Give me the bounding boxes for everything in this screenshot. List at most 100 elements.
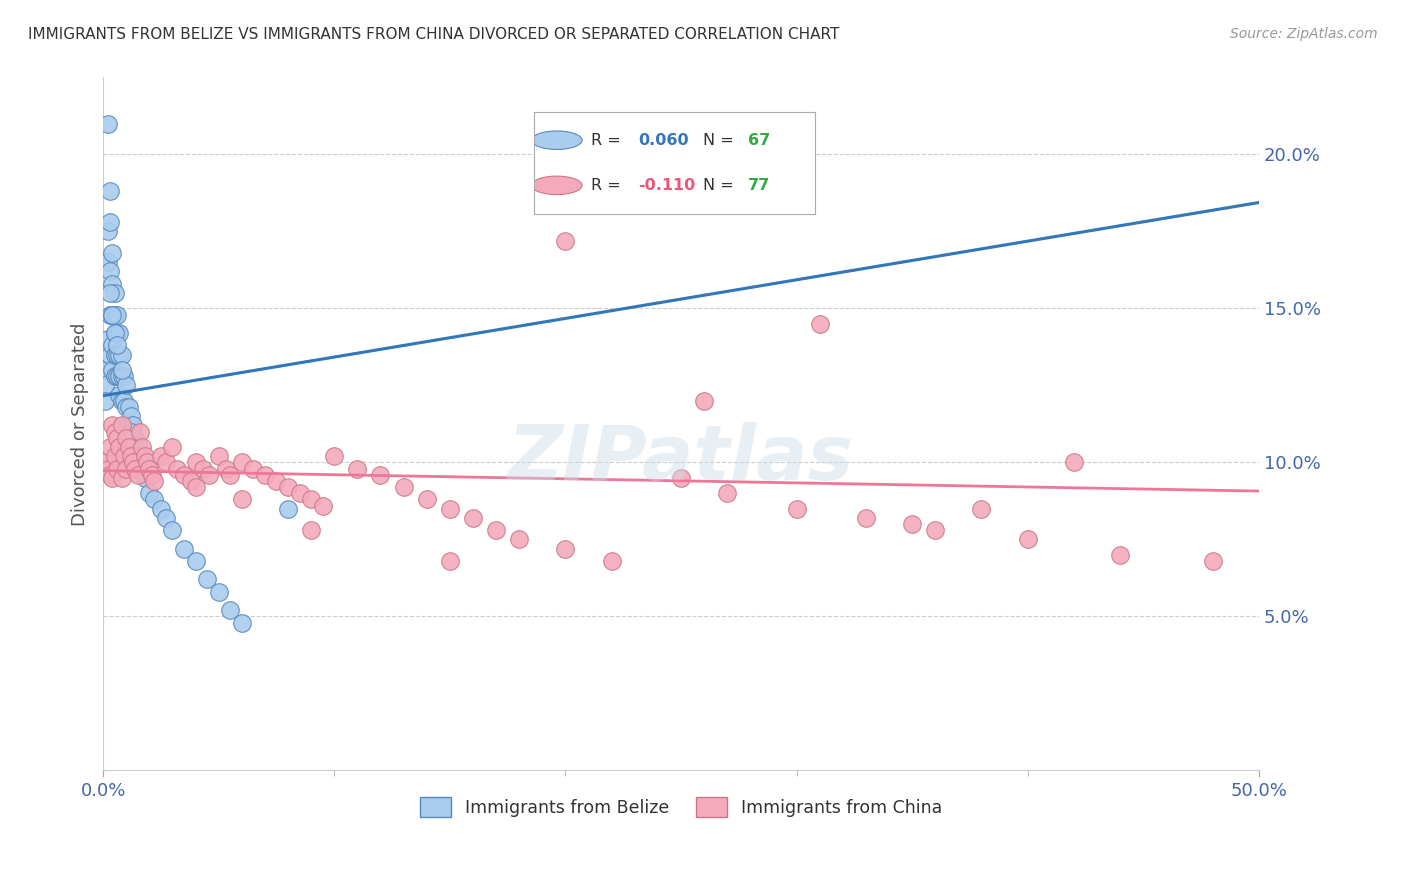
Point — [416, 492, 439, 507]
Point — [104, 348, 127, 362]
Point — [253, 467, 276, 482]
Point — [108, 369, 131, 384]
Point — [120, 449, 142, 463]
Point — [97, 117, 120, 131]
Point — [112, 393, 135, 408]
Point — [97, 461, 120, 475]
Point — [111, 348, 134, 362]
Point — [122, 440, 145, 454]
Point — [208, 584, 231, 599]
Point — [101, 363, 124, 377]
Point — [105, 348, 128, 362]
Point — [323, 449, 346, 463]
Point — [136, 455, 159, 469]
Point — [117, 418, 139, 433]
Point — [134, 471, 156, 485]
Point — [98, 185, 121, 199]
Point — [184, 554, 207, 568]
Point — [1109, 548, 1132, 562]
Text: R =: R = — [591, 133, 626, 148]
Point — [143, 474, 166, 488]
Point — [98, 467, 121, 482]
Text: R =: R = — [591, 178, 626, 193]
Point — [104, 326, 127, 340]
Point — [184, 455, 207, 469]
Point — [195, 573, 218, 587]
Point — [184, 480, 207, 494]
Point — [131, 461, 153, 475]
Point — [101, 471, 124, 485]
Point — [104, 285, 127, 300]
Point — [127, 467, 149, 482]
Point — [108, 326, 131, 340]
Point — [231, 492, 253, 507]
Point — [370, 467, 392, 482]
Point — [111, 363, 134, 377]
Point — [1063, 455, 1085, 469]
Point — [600, 554, 623, 568]
Point — [104, 369, 127, 384]
Point — [112, 449, 135, 463]
Point — [94, 378, 117, 392]
Point — [101, 418, 124, 433]
Point — [120, 409, 142, 424]
Point — [94, 455, 117, 469]
Point — [120, 425, 142, 439]
Point — [180, 474, 202, 488]
Point — [173, 541, 195, 556]
Point — [1017, 533, 1039, 547]
Point — [104, 449, 127, 463]
Point — [485, 523, 508, 537]
Point — [808, 317, 831, 331]
Point — [101, 277, 124, 291]
Point — [104, 425, 127, 439]
Point — [101, 308, 124, 322]
Point — [129, 425, 152, 439]
Point — [242, 461, 264, 475]
Point — [214, 461, 236, 475]
Point — [461, 511, 484, 525]
Point — [104, 326, 127, 340]
Point — [693, 393, 716, 408]
Point — [141, 467, 163, 482]
Point — [924, 523, 946, 537]
Legend: Immigrants from Belize, Immigrants from China: Immigrants from Belize, Immigrants from … — [413, 790, 949, 824]
Point — [97, 332, 120, 346]
Point — [346, 461, 368, 475]
Point — [97, 255, 120, 269]
Point — [299, 492, 322, 507]
Text: N =: N = — [703, 178, 740, 193]
Point — [855, 511, 877, 525]
Point — [108, 387, 131, 401]
Point — [101, 246, 124, 260]
Point — [131, 440, 153, 454]
Point — [98, 264, 121, 278]
Point — [208, 449, 231, 463]
Point — [901, 516, 924, 531]
Point — [104, 308, 127, 322]
Point — [98, 440, 121, 454]
Point — [166, 461, 188, 475]
Point — [439, 554, 461, 568]
Point — [115, 461, 138, 475]
Point — [134, 449, 156, 463]
Point — [98, 285, 121, 300]
Point — [98, 348, 121, 362]
Text: 67: 67 — [748, 133, 770, 148]
Point — [288, 486, 311, 500]
Point — [111, 418, 134, 433]
Point — [173, 467, 195, 482]
Point — [970, 501, 993, 516]
Point — [111, 393, 134, 408]
Point — [439, 501, 461, 516]
Point — [231, 615, 253, 630]
Point — [266, 474, 288, 488]
Point — [105, 338, 128, 352]
Point — [120, 431, 142, 445]
Point — [219, 467, 242, 482]
Point — [115, 418, 138, 433]
Point — [786, 501, 808, 516]
Point — [112, 369, 135, 384]
Point — [129, 449, 152, 463]
Point — [97, 224, 120, 238]
